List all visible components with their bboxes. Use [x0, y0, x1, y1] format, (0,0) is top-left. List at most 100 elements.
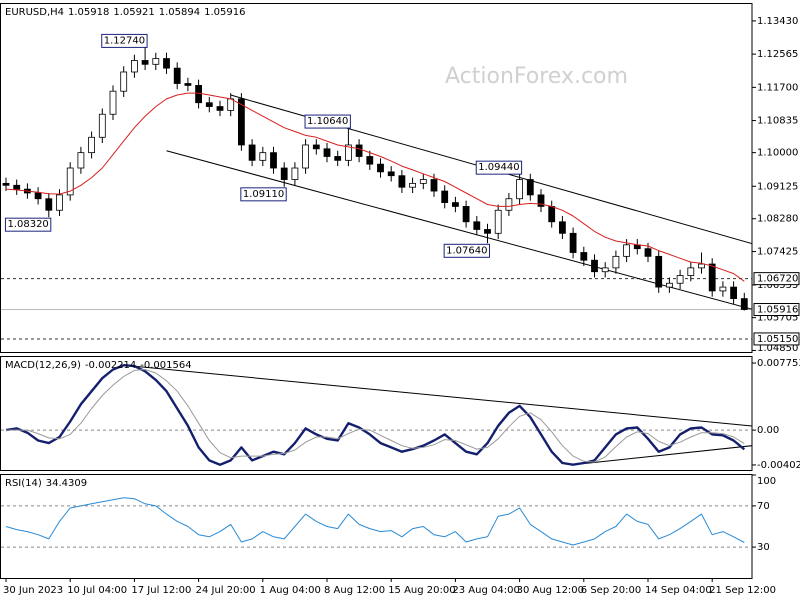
swing-label: 1.09110: [243, 189, 284, 200]
x-tick-label: 6 Sep 20:00: [581, 585, 641, 596]
indicator-value: 34.4309: [46, 478, 87, 489]
y-tick-label: 1.13430: [757, 16, 798, 27]
x-tick-label: 24 Jul 20:00: [196, 585, 256, 596]
candle-body: [387, 171, 395, 177]
candle-body: [227, 98, 235, 111]
candle-body: [666, 282, 673, 288]
candle-body: [2, 182, 10, 186]
x-tick-label: 23 Aug 04:00: [452, 585, 519, 596]
swing-label: 1.08320: [7, 219, 48, 230]
swing-label: 1.09440: [478, 162, 519, 173]
candle-body: [484, 229, 491, 234]
candle-body: [708, 263, 716, 292]
candle-body: [163, 58, 170, 69]
candle-body: [248, 144, 256, 161]
y-tick-label: 1.04850: [757, 343, 798, 354]
y-tick-label: 1.08280: [757, 214, 798, 225]
x-tick-label: 15 Aug 20:00: [388, 585, 455, 596]
candle-body: [559, 221, 566, 234]
candle-body: [109, 90, 117, 115]
swing-label: 1.07640: [446, 245, 487, 256]
candle-body: [591, 259, 598, 273]
y-tick-label: 1.06555: [757, 280, 798, 291]
candle-body: [205, 102, 213, 107]
candle-body: [526, 179, 534, 196]
swing-label-box: [4, 217, 52, 232]
candle-body: [302, 144, 310, 169]
candle-body: [719, 286, 727, 292]
candle-body: [312, 144, 320, 150]
candle-body: [441, 190, 449, 203]
candle-body: [130, 60, 138, 73]
swing-label-box: [101, 33, 148, 48]
level-label: 1.05150: [757, 334, 798, 345]
candle-body: [644, 248, 652, 257]
swing-label-box: [475, 160, 523, 175]
y-tick-label: 1.11700: [757, 82, 798, 93]
candle-body: [505, 198, 513, 211]
x-tick-label: 8 Aug 12:00: [324, 585, 385, 596]
candle-body: [430, 179, 438, 192]
y-tick-label: 1.07425: [757, 247, 798, 258]
candle-body: [291, 167, 299, 180]
candle-body: [77, 152, 85, 169]
candle-body: [451, 202, 459, 207]
candle-body: [569, 232, 577, 253]
level-label: 1.05916: [757, 305, 798, 316]
candle-body: [323, 148, 331, 157]
candle-body: [280, 167, 288, 180]
candle-body: [344, 144, 352, 161]
candle-body: [601, 267, 609, 273]
panel-frame: [0, 474, 753, 579]
level-label-box: [753, 303, 800, 317]
indicator-name: RSI(14): [5, 478, 42, 489]
candle-body: [409, 182, 417, 188]
candle-body: [88, 136, 95, 154]
candle-body: [45, 198, 53, 211]
level-label-box: [753, 272, 800, 286]
x-tick-label: 10 Jul 04:00: [67, 585, 127, 596]
x-tick-label: 17 Jul 12:00: [131, 585, 191, 596]
candle-body: [377, 163, 384, 173]
candle-body: [120, 71, 128, 92]
candle-body: [655, 255, 663, 288]
y-tick-label: 0.007753: [757, 358, 800, 369]
panel-plot: [1, 47, 752, 340]
x-tick-label: 30 Aug 12:00: [517, 585, 584, 596]
panel-plot: [1, 497, 752, 548]
swing-label: 1.12740: [104, 35, 145, 46]
y-tick-label: 1.05705: [757, 313, 798, 324]
candle-body: [334, 156, 342, 161]
candle-body: [195, 85, 203, 104]
ohlc-value: 1.05918: [68, 7, 109, 18]
candle-body: [366, 156, 374, 165]
indicator-value: -0.002214: [85, 360, 136, 371]
symbol: EURUSD,H4: [5, 7, 64, 18]
candle-body: [184, 83, 192, 86]
x-tick-label: 14 Sep 04:00: [645, 585, 712, 596]
candle-body: [259, 152, 267, 161]
trendline: [166, 150, 752, 310]
y-tick-label: -0.004027: [757, 460, 800, 471]
indicator-line: [5, 364, 746, 466]
y-tick-label: 1.10835: [757, 116, 798, 127]
y-tick-label: 100: [757, 476, 776, 487]
candle-body: [612, 255, 620, 269]
y-tick-label: 1.12565: [757, 49, 798, 60]
candle-body: [548, 206, 556, 223]
candle-body: [216, 106, 224, 111]
candle-body: [173, 67, 181, 84]
candle-body: [462, 206, 470, 223]
candle-body: [676, 275, 684, 284]
ohlc-value: 1.05921: [113, 7, 154, 18]
ohlc-value: 1.05894: [159, 7, 200, 18]
candle-body: [419, 179, 427, 184]
candle-body: [740, 298, 748, 310]
panel-header: EURUSD,H4 1.05918 1.05921 1.05894 1.05916: [5, 7, 245, 18]
level-label: 1.06720: [757, 274, 798, 285]
indicator-name: MACD(12,26,9): [5, 360, 81, 371]
panel-header: MACD(12,26,9) -0.002214 -0.001564: [5, 360, 192, 371]
panel-frame: [0, 3, 753, 353]
